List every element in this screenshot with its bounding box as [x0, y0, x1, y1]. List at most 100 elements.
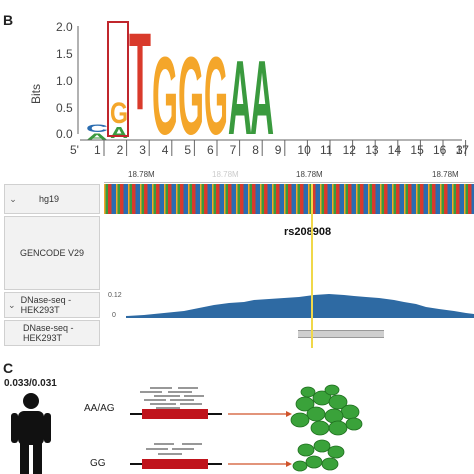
dnase-peak-bar: [298, 330, 384, 338]
base-bar: [381, 184, 384, 214]
x-axis-start-label: 5': [70, 143, 79, 157]
base-bar: [435, 184, 440, 214]
base-bar: [312, 184, 316, 214]
base-bar: [171, 184, 176, 214]
reads-aa-ag: [140, 387, 204, 409]
position-label: 15: [410, 143, 424, 157]
base-bar: [237, 184, 240, 214]
base-bar: [440, 184, 442, 214]
position-2-highlight-box: [107, 21, 129, 137]
base-bar: [345, 184, 348, 214]
base-bar: [204, 184, 208, 214]
base-bar: [117, 184, 120, 214]
base-bar: [303, 184, 308, 214]
base-bar: [141, 184, 144, 214]
base-bar: [105, 184, 108, 214]
base-bar: [276, 184, 280, 214]
position-label: 11: [320, 143, 333, 157]
base-bar: [408, 184, 412, 214]
base-bar: [360, 184, 364, 214]
logo-letter-a-pos1: A: [86, 132, 110, 142]
base-bar: [453, 184, 456, 214]
base-bar: [393, 184, 396, 214]
position-label: 7: [230, 143, 237, 157]
position-label: 4: [162, 143, 169, 157]
y-tick-0-5: 0.5: [56, 101, 73, 115]
reads-gg: [146, 443, 202, 455]
base-bar: [144, 184, 148, 214]
chevron-down-icon[interactable]: ⌄: [8, 299, 16, 310]
y-tick-2-0: 2.0: [56, 20, 73, 34]
x-axis-end-label: 3': [456, 143, 465, 157]
gene-block: [142, 409, 208, 419]
base-bar: [108, 184, 112, 214]
base-bar: [324, 184, 328, 214]
base-bar: [180, 184, 184, 214]
base-bar: [357, 184, 360, 214]
base-bar: [336, 184, 340, 214]
logo-letter-g-pos4: G: [152, 35, 178, 158]
base-bar: [296, 184, 298, 214]
base-bar: [192, 184, 196, 214]
base-bar: [123, 184, 128, 214]
base-bar: [339, 184, 344, 214]
coord-label-4: 18.78M: [432, 170, 459, 179]
base-bar: [249, 184, 252, 214]
top-cropped-axis: [0, 0, 474, 8]
chevron-down-icon[interactable]: ⌄: [9, 193, 17, 204]
base-bar: [159, 184, 164, 214]
base-bar: [411, 184, 416, 214]
base-bar: [288, 184, 292, 214]
base-bar: [207, 184, 212, 214]
track-label-dnase-peaks[interactable]: DNase-seq - HEK293T: [4, 320, 100, 346]
position-ticks: 1 2 3 4 5 6 7 8 9 10 11 12 13 14 15 16 17: [94, 140, 469, 157]
person-icon: [11, 393, 51, 474]
position-label: 14: [388, 143, 402, 157]
track-label-text: DNase-seq - HEK293T: [20, 295, 72, 315]
position-label: 9: [275, 143, 282, 157]
logo-letter-t-pos3: T: [129, 16, 151, 132]
base-bar: [417, 184, 420, 214]
base-bar: [416, 184, 418, 214]
base-bar: [432, 184, 436, 214]
base-bar: [183, 184, 188, 214]
base-bar: [405, 184, 408, 214]
position-label: 1: [94, 143, 101, 157]
sequence-color-bars: [104, 184, 474, 214]
track-label-gencode[interactable]: GENCODE V29: [4, 216, 100, 290]
base-bar: [356, 184, 358, 214]
base-bar: [213, 184, 216, 214]
base-bar: [456, 184, 460, 214]
base-bar: [267, 184, 272, 214]
track-label-text: GENCODE V29: [19, 248, 85, 258]
snp-highlight-line: [311, 184, 313, 348]
base-bar: [309, 184, 312, 214]
base-bar: [147, 184, 152, 214]
logo-letter-a-pos7: A: [228, 39, 252, 157]
base-bar: [128, 184, 130, 214]
base-bar: [129, 184, 132, 214]
track-label-dnase-signal[interactable]: ⌄ DNase-seq - HEK293T: [4, 292, 100, 318]
y-axis-label: Bits: [29, 84, 43, 104]
base-bar: [104, 184, 106, 214]
base-bar: [387, 184, 392, 214]
coord-label-2: 18.78M: [212, 170, 239, 179]
base-bar: [156, 184, 160, 214]
position-label: 12: [343, 143, 357, 157]
base-bar: [195, 184, 200, 214]
base-bar: [464, 184, 466, 214]
track-label-hg19[interactable]: ⌄ hg19: [4, 184, 100, 214]
position-label: 13: [365, 143, 379, 157]
position-label: 2: [117, 143, 124, 157]
base-bar: [321, 184, 324, 214]
cell-cluster-low: [292, 439, 345, 472]
base-bar: [165, 184, 168, 214]
base-bar: [111, 184, 116, 214]
position-label: 10: [297, 143, 311, 157]
genotype-label-aa-ag: AA/AG: [84, 403, 115, 414]
base-bar: [369, 184, 372, 214]
y-tick-0-0: 0.0: [56, 127, 73, 141]
base-bar: [164, 184, 166, 214]
coord-label-1: 18.78M: [128, 170, 155, 179]
base-bar: [132, 184, 136, 214]
